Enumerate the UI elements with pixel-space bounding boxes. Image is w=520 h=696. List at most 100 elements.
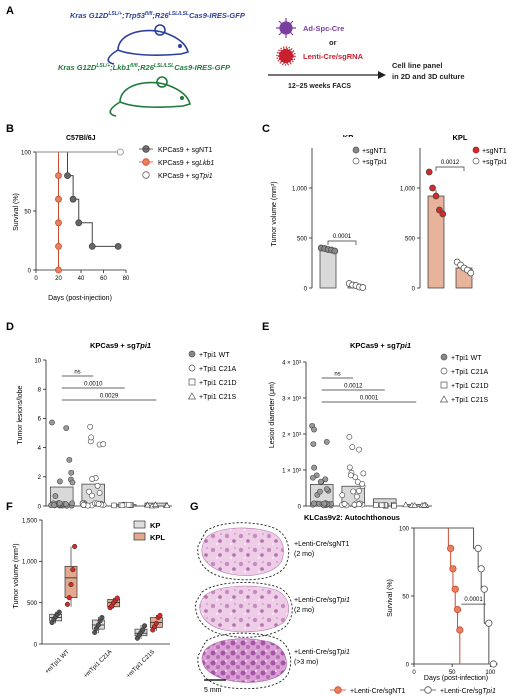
g-point <box>480 585 488 593</box>
panel-d-title: KPCas9 + sgTpi1 <box>90 341 151 350</box>
e-point <box>309 474 316 481</box>
e-point <box>317 478 324 485</box>
panel-c-legend-kp: +sgNT1 +sgTpi1 <box>352 146 387 166</box>
d-point <box>94 482 101 489</box>
b-x-tick-label: 60 <box>100 276 107 282</box>
b-x-tick-label: 20 <box>55 276 62 282</box>
f-legend-swatch-kp <box>133 520 146 529</box>
d-point <box>87 423 94 430</box>
d-stat-label: 0.0010 <box>84 382 103 388</box>
e-point <box>411 501 418 508</box>
d-legend-marker-c21d <box>188 378 196 386</box>
panel-b-legend: KPCas9 + sgNT1 KPCas9 + sgLkb1 KPCas9 + … <box>139 145 214 180</box>
e-legend-marker-c21a <box>440 367 448 375</box>
panel-b-legend-sgnt1: KPCas9 + sgNT1 <box>158 147 212 154</box>
d-point <box>51 502 58 509</box>
panel-f: Tumor volume (mm³) 0 500 1,000 1,500 +mTpi1 … <box>13 518 170 679</box>
b-series-line <box>36 151 119 247</box>
legend-kpl-sgnt1: +sgNT1 <box>482 148 507 155</box>
e-point <box>311 426 317 433</box>
c-kp-point <box>359 284 367 291</box>
g-point <box>489 660 498 668</box>
f-y-tick-label: 1,000 <box>22 560 38 566</box>
g-legend-marker-sgnt1 <box>334 686 342 694</box>
panel-label-f: F <box>6 501 13 513</box>
b-point <box>64 172 71 180</box>
b-point <box>75 219 83 227</box>
panel-c-legend-kpl: +sgNT1 +sgTpi1 <box>472 146 507 166</box>
panel-label-e: E <box>262 321 269 333</box>
f-point <box>68 581 74 588</box>
b-x-tick-label: 80 <box>123 276 130 282</box>
kpl-genotype-label: Kras G12DLSL/+;Lkb1fl/fl;R26LSL/LSLCas9-… <box>58 63 231 72</box>
d-legend-c21d: +Tpi1 C21D <box>199 380 237 387</box>
e-point <box>321 500 328 507</box>
d-point <box>69 479 76 486</box>
e-point <box>360 470 367 477</box>
d-point <box>152 501 159 507</box>
d-point <box>95 501 102 507</box>
kpl-mouse-icon <box>109 76 191 117</box>
legend-marker-kpl-sgtpi1 <box>472 157 480 165</box>
hist-label-2-line1: +Lenti-Cre/sgTpi1 <box>294 597 350 604</box>
g-x-tick-label: 0 <box>412 670 416 676</box>
d-stat-label: 0.0029 <box>100 394 119 400</box>
c-kpl-point <box>432 192 440 200</box>
e-point <box>350 488 357 495</box>
g-point <box>456 626 464 634</box>
b-point <box>88 242 96 250</box>
f-y-tick-label: 500 <box>27 601 38 607</box>
g-point <box>451 585 459 593</box>
legend-marker-sglkb1 <box>142 158 150 166</box>
e-point <box>356 488 362 494</box>
histology-image-sgtpi1-3mo <box>197 632 292 690</box>
kp-genotype-label: Kras G12DLSL/+;Trp53fl/fl;R26LSL/LSLCas9… <box>70 11 246 20</box>
g-series-line <box>414 527 494 665</box>
e-point <box>356 446 362 453</box>
or-label: or <box>329 38 337 47</box>
e-legend-c21a: +Tpi1 C21A <box>451 369 488 376</box>
e-point <box>317 488 323 495</box>
e-stat-label: 0.0001 <box>360 396 379 402</box>
panel-d: KPCas9 + sgTpi1 Tumor lesions/lobe 0 2 4 6 8… <box>17 341 237 510</box>
e-point <box>373 502 379 508</box>
e-point <box>311 464 318 471</box>
panel-e-title: KPCas9 + sgTpi1 <box>350 341 411 350</box>
panel-e-ylabel: Lesion diameter (μm) <box>269 382 276 448</box>
b-point <box>55 195 62 203</box>
g-point <box>477 565 485 573</box>
g-x-tick-label: 50 <box>449 670 456 676</box>
legend-kp-sgnt1: +sgNT1 <box>362 148 387 155</box>
g-y-tick-label: 100 <box>399 526 410 532</box>
f-point <box>142 623 148 629</box>
g-legend-sgtpi1: +Lenti-Cre/sgTpi1 <box>440 688 496 695</box>
d-point <box>100 441 107 448</box>
e-y-tick-label: 3 × 10³ <box>282 396 301 402</box>
d-legend-marker-c21s <box>187 392 197 400</box>
d-legend-c21a: +Tpi1 C21A <box>199 366 236 373</box>
arrow-head-icon <box>378 71 386 79</box>
f-point <box>70 567 76 573</box>
virus2-label: Lenti-Cre/sgRNA <box>303 52 364 61</box>
f-point <box>92 629 98 635</box>
panel-b-ylabel: Survival (%) <box>13 193 20 231</box>
e-point <box>322 476 329 483</box>
g-point <box>474 544 482 553</box>
e-point <box>354 493 360 500</box>
d-legend-c21s: +Tpi1 C21S <box>199 394 236 401</box>
f-y-tick-label: 1,500 <box>22 518 38 524</box>
panel-label-c: C <box>262 123 270 135</box>
d-point <box>66 456 73 463</box>
panel-b: C57Bl/6J 0 50 100 0 20 40 60 80 Survival (%) Da… <box>13 135 214 302</box>
panel-e-legend: +Tpi1 WT +Tpi1 C21A +Tpi1 C21D +Tpi1 C21… <box>439 353 489 404</box>
f-point <box>153 620 159 626</box>
b-point <box>69 195 77 203</box>
panel-label-b: B <box>6 123 14 135</box>
e-y-tick-label: 1 × 10³ <box>282 468 301 474</box>
c-kp-bar <box>319 249 337 289</box>
panel-c-kpl-title: KPL <box>453 133 468 142</box>
f-point <box>66 595 72 601</box>
d-point <box>88 434 95 441</box>
e-point <box>402 501 409 508</box>
